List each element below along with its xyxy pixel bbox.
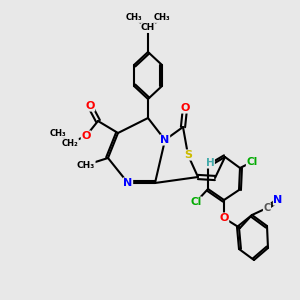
Text: O: O <box>219 213 229 223</box>
Text: CH: CH <box>141 23 155 32</box>
Text: CH₃: CH₃ <box>126 14 142 22</box>
Text: N: N <box>273 195 283 205</box>
Text: CH₃: CH₃ <box>154 14 170 22</box>
Text: CH₃: CH₃ <box>77 160 95 169</box>
Text: Cl: Cl <box>246 157 258 167</box>
Text: N: N <box>123 178 133 188</box>
Text: CH₂: CH₂ <box>61 139 78 148</box>
Text: O: O <box>81 131 91 141</box>
Text: CH₃: CH₃ <box>50 128 66 137</box>
Text: O: O <box>85 101 95 111</box>
Text: N: N <box>160 135 169 145</box>
Text: C: C <box>263 203 271 213</box>
Text: H: H <box>206 158 214 168</box>
Text: O: O <box>180 103 190 113</box>
Text: S: S <box>184 150 192 160</box>
Text: Cl: Cl <box>190 197 202 207</box>
